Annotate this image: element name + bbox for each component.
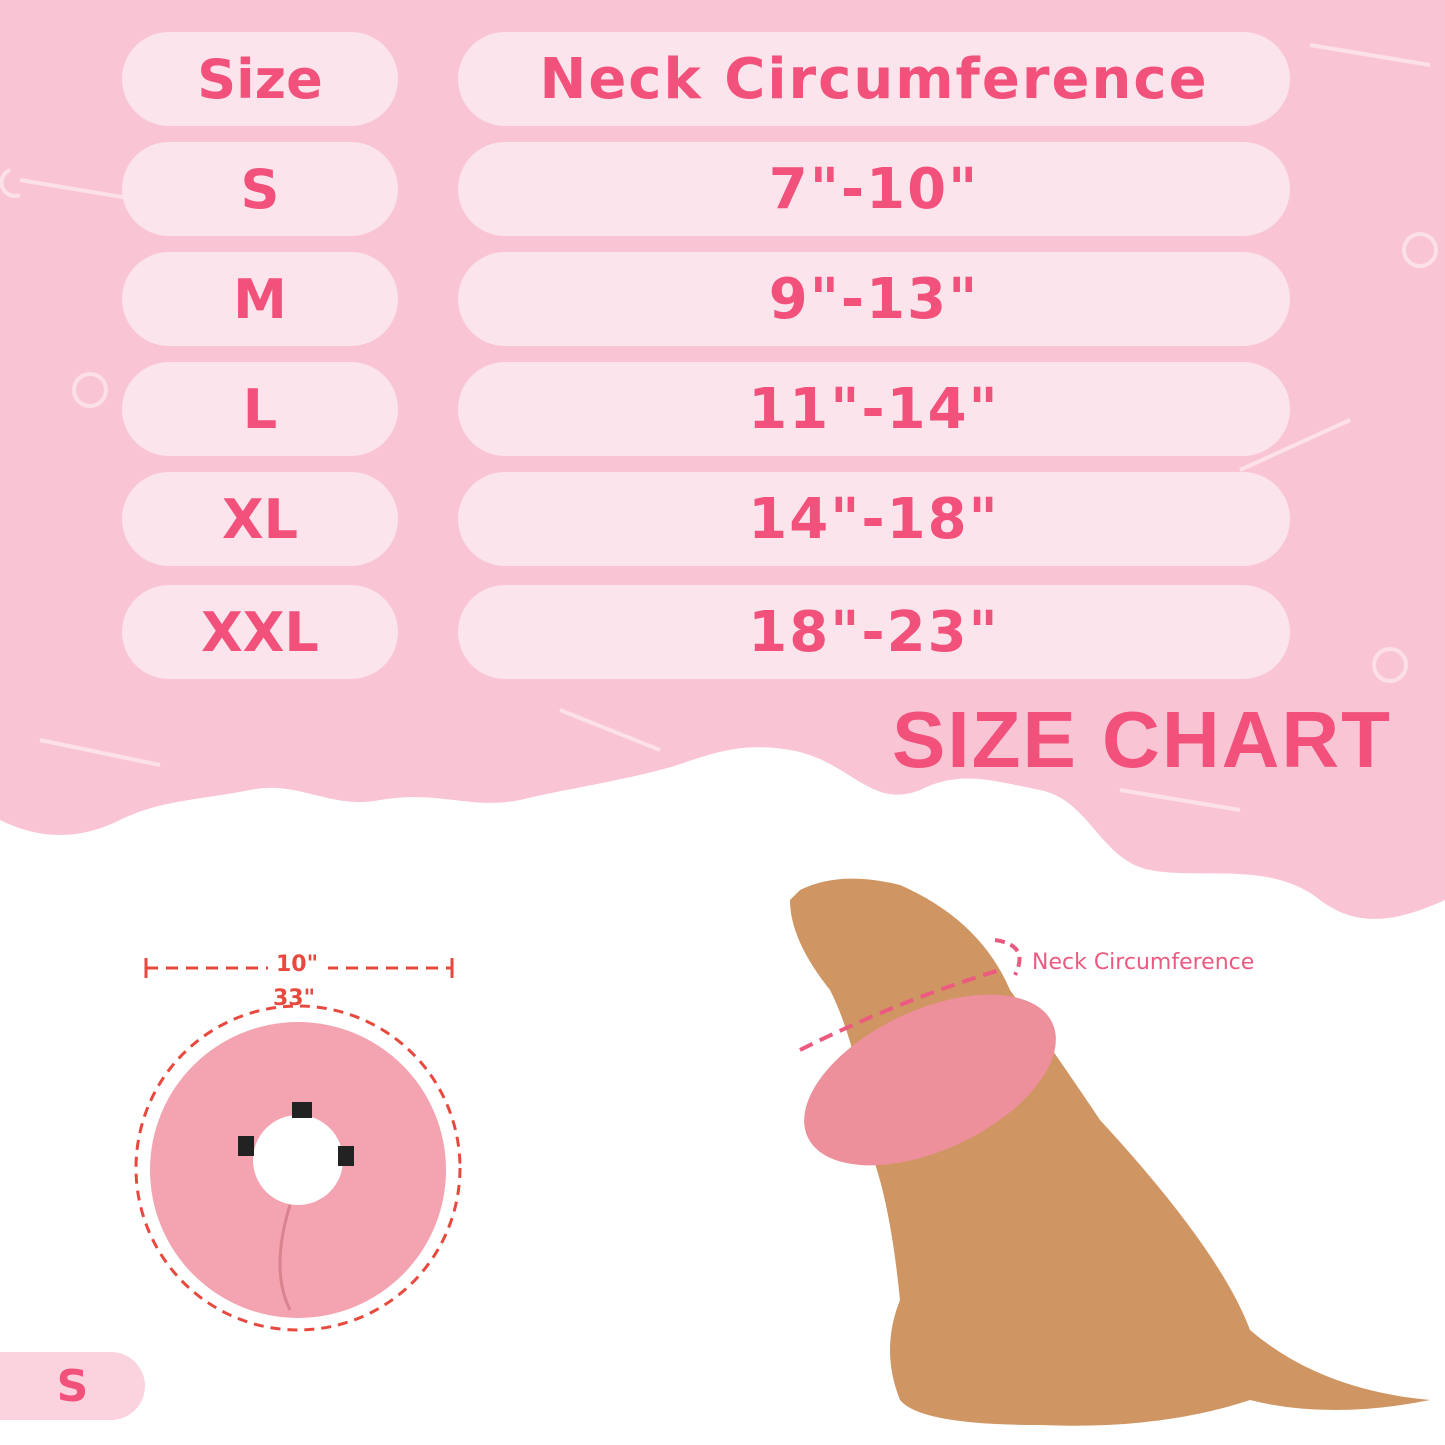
size-cell: XXL <box>122 585 398 679</box>
bone-icon <box>0 43 1431 812</box>
dog-photo <box>790 878 1430 1426</box>
size-cell: M <box>122 252 398 346</box>
size-chart-title: SIZE CHART <box>892 695 1392 784</box>
neck-cell: 9"-13" <box>458 252 1290 346</box>
collar-width-label: 10" <box>276 952 319 977</box>
neck-cell: 18"-23" <box>458 585 1290 679</box>
neck-cell: 7"-10" <box>458 142 1290 236</box>
size-badge: S <box>0 1352 145 1420</box>
neck-cell: 11"-14" <box>458 362 1290 456</box>
size-header: Size <box>122 32 398 126</box>
collar-circumference-label: 33" <box>273 986 316 1011</box>
neck-cell: 14"-18" <box>458 472 1290 566</box>
size-cell: L <box>122 362 398 456</box>
paw-icon <box>72 372 108 408</box>
neck-header: Neck Circumference <box>458 32 1290 126</box>
size-cell: S <box>122 142 398 236</box>
collar-diagram <box>134 952 462 1332</box>
size-cell: XL <box>122 472 398 566</box>
neck-circumference-label: Neck Circumference <box>1032 950 1255 975</box>
